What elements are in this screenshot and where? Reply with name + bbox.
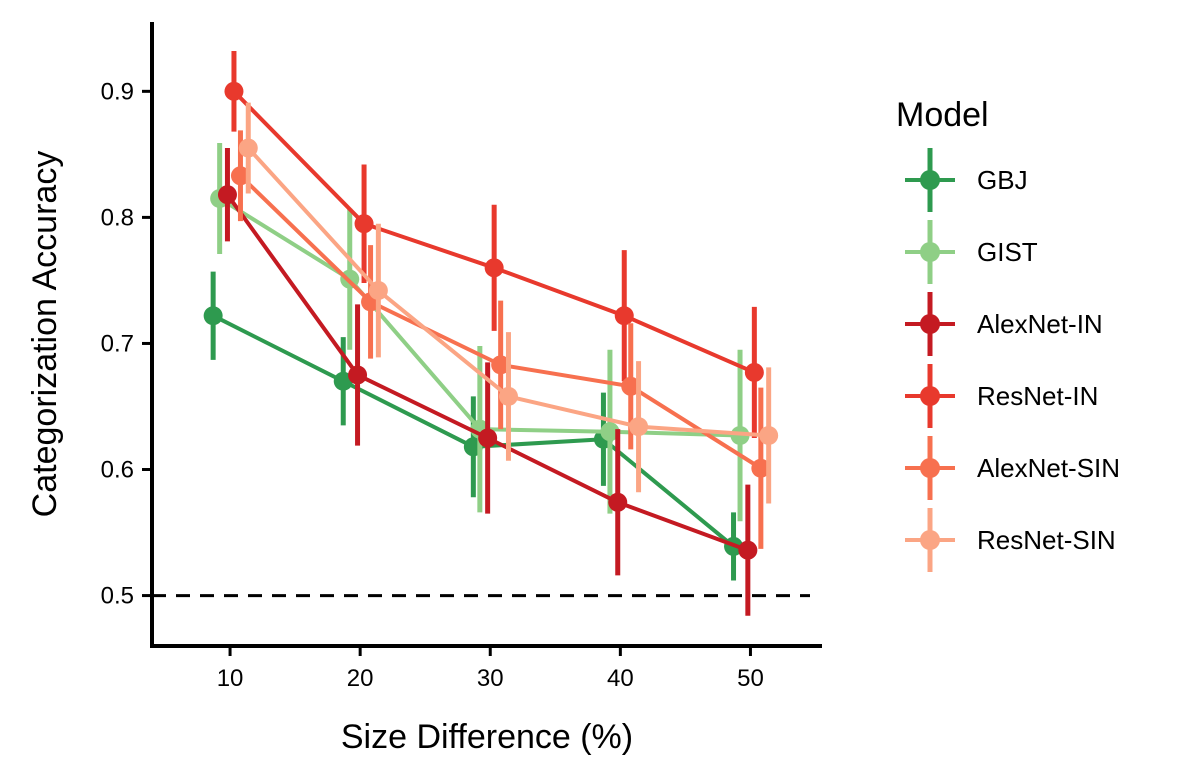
- y-tick-label: 0.6: [101, 457, 134, 484]
- y-tick-label: 0.9: [101, 78, 134, 105]
- legend-key-point: [920, 386, 940, 406]
- data-point: [203, 306, 223, 326]
- legend-key-point: [920, 530, 940, 550]
- legend-label: GIST: [977, 237, 1038, 267]
- x-tick-label: 10: [217, 665, 244, 692]
- legend-item: AlexNet-IN: [905, 292, 1103, 356]
- series-alexnet-sin: [230, 130, 771, 549]
- y-axis-title: Categorization Accuracy: [26, 151, 64, 518]
- data-point: [484, 258, 504, 278]
- legend-key-point: [920, 170, 940, 190]
- data-point: [224, 81, 244, 101]
- data-point: [491, 355, 511, 375]
- data-point: [498, 386, 518, 406]
- series-resnet-in: [224, 50, 764, 438]
- legend-item: GBJ: [905, 148, 1028, 212]
- data-point: [738, 540, 758, 560]
- series-gist: [210, 143, 750, 522]
- data-point: [368, 281, 388, 301]
- data-point: [217, 185, 237, 205]
- legend-item: GIST: [905, 220, 1038, 284]
- data-point: [759, 425, 779, 445]
- legend: Model GBJ GIST AlexNet-IN ResNet-IN AlexNet-…: [896, 96, 1120, 572]
- legend-label: ResNet-SIN: [977, 525, 1116, 555]
- legend-label: GBJ: [977, 165, 1028, 195]
- legend-key-point: [920, 314, 940, 334]
- x-tick-label: 40: [607, 665, 634, 692]
- legend-label: AlexNet-IN: [977, 309, 1103, 339]
- data-point: [629, 417, 649, 437]
- series-alexnet-in: [217, 148, 758, 616]
- data-point: [354, 214, 374, 234]
- plot-area: [152, 50, 810, 616]
- data-point: [608, 492, 628, 512]
- legend-title: Model: [896, 96, 989, 134]
- legend-key-point: [920, 458, 940, 478]
- data-point: [348, 365, 368, 385]
- data-point: [333, 371, 353, 391]
- data-point: [621, 376, 641, 396]
- data-point: [751, 458, 771, 478]
- series-resnet-sin: [238, 102, 779, 504]
- x-axis-title: Size Difference (%): [341, 718, 633, 756]
- x-tick-label: 50: [737, 665, 764, 692]
- y-tick-label: 0.5: [101, 583, 134, 610]
- data-point: [230, 166, 250, 186]
- legend-label: ResNet-IN: [977, 381, 1098, 411]
- x-tick-label: 20: [347, 665, 374, 692]
- data-point: [614, 306, 634, 326]
- y-tick-label: 0.8: [101, 204, 134, 231]
- axes: 0.5 0.6 0.7 0.8 0.9 10 20 30 40 50: [101, 22, 822, 692]
- legend-item: ResNet-SIN: [905, 508, 1116, 572]
- legend-item: ResNet-IN: [905, 364, 1098, 428]
- x-tick-label: 30: [477, 665, 504, 692]
- data-point: [600, 422, 620, 442]
- data-point: [238, 138, 258, 158]
- data-point: [478, 428, 498, 448]
- legend-item: AlexNet-SIN: [905, 436, 1120, 500]
- legend-label: AlexNet-SIN: [977, 453, 1120, 483]
- legend-key-point: [920, 242, 940, 262]
- data-point: [744, 362, 764, 382]
- y-tick-label: 0.7: [101, 330, 134, 357]
